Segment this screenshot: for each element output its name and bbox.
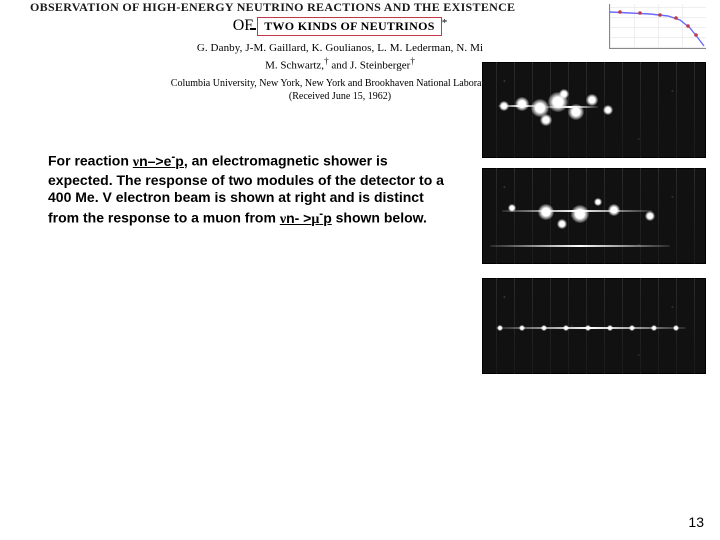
plate-gap [586, 62, 587, 158]
spark [497, 325, 503, 331]
spark [557, 219, 567, 229]
spark [541, 325, 547, 331]
authors-line2a: M. Schwartz, [265, 60, 324, 72]
t: n- > [286, 210, 311, 226]
plate-gap [532, 278, 533, 374]
dagger-icon [410, 56, 415, 66]
paper-title-line1: OBSERVATION OF HIGH-ENERGY NEUTRINO REAC… [30, 0, 690, 15]
spark [651, 325, 657, 331]
plate-gap [676, 168, 677, 264]
plate-gap [550, 278, 551, 374]
grain [482, 168, 706, 264]
plate-gap [658, 168, 659, 264]
spark [568, 104, 584, 120]
reaction-muon: νn- >μ-p [280, 210, 332, 226]
plate-gap [532, 168, 533, 264]
plate-gap [622, 62, 623, 158]
t: shown below. [332, 210, 427, 226]
spark [586, 94, 598, 106]
plate-gap [604, 168, 605, 264]
plate-gap [514, 62, 515, 158]
authors-line2b: and J. Steinberger [329, 60, 411, 72]
spark [519, 325, 525, 331]
plate-gap [496, 62, 497, 158]
spark [673, 325, 679, 331]
spark [515, 97, 529, 111]
mini-chart [609, 4, 706, 49]
chart-marker [618, 10, 622, 14]
plate-gap [676, 62, 677, 158]
spark [594, 198, 602, 206]
explanatory-text: For reaction νn–>e-p, an electromagnetic… [48, 150, 448, 229]
t: For reaction [48, 153, 133, 169]
track-streak [490, 245, 670, 247]
footnote-star-icon: * [442, 17, 448, 29]
title-prefix: OF [233, 17, 253, 34]
title-boxed: TWO KINDS OF NEUTRINOS [257, 17, 442, 36]
plate-gap [640, 168, 641, 264]
spark [608, 204, 620, 216]
plate-gap [640, 278, 641, 374]
plate-gap [658, 62, 659, 158]
plate-gap [694, 168, 695, 264]
plate-gap [604, 278, 605, 374]
plate-gap [640, 62, 641, 158]
plate-gap [622, 278, 623, 374]
spark [559, 89, 569, 99]
spark [645, 211, 655, 221]
chart-curve [610, 12, 704, 46]
spark [563, 325, 569, 331]
paper-title-line2: OF TWO KINDS OF NEUTRINOS* [0, 17, 690, 36]
chart-marker [658, 13, 662, 17]
plate-gap [694, 62, 695, 158]
spark [499, 101, 509, 111]
plate-gap [514, 278, 515, 374]
spark [538, 204, 554, 220]
plate-gap [658, 278, 659, 374]
plate-gap [496, 168, 497, 264]
spark-chamber-photo-2 [482, 168, 706, 264]
spark-chamber-photo-1 [482, 62, 706, 158]
spark [508, 204, 516, 212]
reaction-electron: νn–>e-p, [133, 153, 188, 169]
spark [629, 325, 635, 331]
grain [482, 62, 706, 158]
spark-chamber-photo-3 [482, 278, 706, 374]
page-number: 13 [688, 514, 704, 530]
chart-marker [686, 24, 690, 28]
plate-gap [694, 278, 695, 374]
chart-marker [638, 11, 642, 15]
spark [603, 105, 613, 115]
spark [571, 205, 589, 223]
t: n–>e [139, 153, 171, 169]
chart-marker [694, 33, 698, 37]
spark [540, 114, 552, 126]
plate-gap [514, 168, 515, 264]
plate-gap [622, 168, 623, 264]
mini-chart-svg [610, 4, 706, 48]
slide-page: OBSERVATION OF HIGH-ENERGY NEUTRINO REAC… [0, 0, 720, 540]
t: p, [175, 153, 187, 169]
plate-gap [568, 168, 569, 264]
t: p [323, 210, 332, 226]
chart-marker [674, 16, 678, 20]
plate-gap [550, 62, 551, 158]
authors-line1: G. Danby, J-M. Gaillard, K. Goulianos, L… [0, 42, 690, 54]
spark [607, 325, 613, 331]
spark [585, 325, 591, 331]
